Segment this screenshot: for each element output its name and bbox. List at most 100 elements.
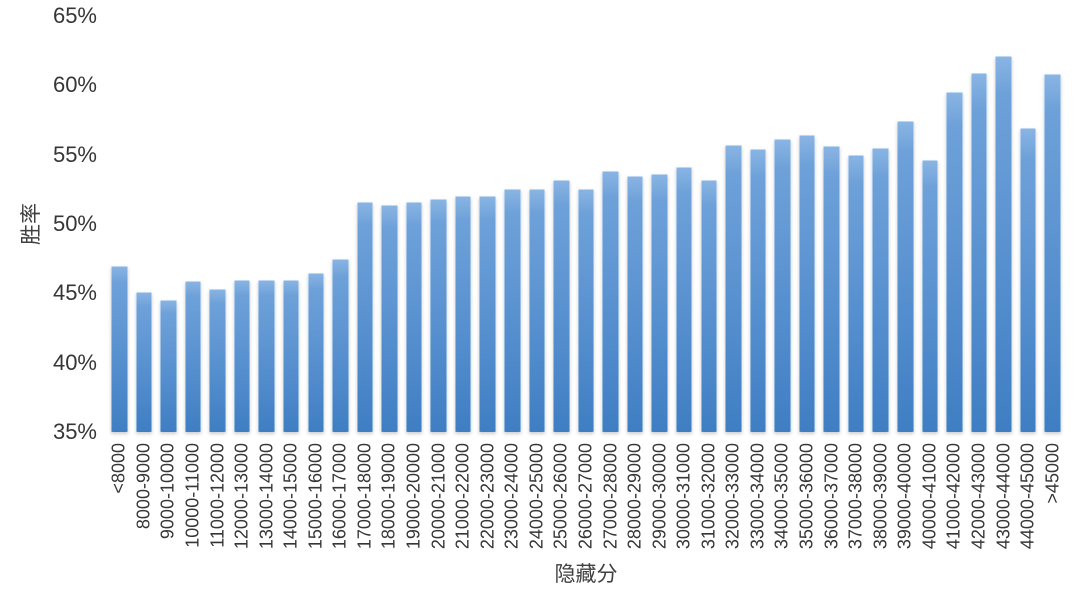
x-label-slot: 35000-36000 xyxy=(795,443,820,558)
bar xyxy=(700,179,717,432)
x-tick-label: 31000-32000 xyxy=(698,443,719,550)
bar-slot xyxy=(377,16,402,432)
bar xyxy=(553,179,570,432)
bar xyxy=(405,201,423,432)
bar-slot xyxy=(672,16,697,432)
x-tick-label: <8000 xyxy=(108,443,129,494)
x-label-slot: 36000-37000 xyxy=(819,443,844,558)
x-tick-label: 22000-23000 xyxy=(477,443,498,550)
bar xyxy=(823,146,840,432)
bar-slot xyxy=(942,16,967,432)
x-label-slot: 21000-22000 xyxy=(451,443,476,558)
x-label-slot: 25000-26000 xyxy=(549,443,574,558)
bar xyxy=(381,204,398,432)
x-tick-label: 18000-19000 xyxy=(378,443,399,550)
y-tick-label: 35% xyxy=(52,419,97,444)
bar xyxy=(725,145,742,432)
x-tick-label: 34000-35000 xyxy=(771,443,792,550)
bar-slot xyxy=(328,16,353,432)
bar-slot xyxy=(967,16,992,432)
x-label-slot: 24000-25000 xyxy=(525,443,550,558)
x-tick-label: 9000-10000 xyxy=(157,443,178,540)
bar-slot xyxy=(549,16,574,432)
x-tick-label: 42000-43000 xyxy=(968,443,989,550)
bar xyxy=(479,196,496,432)
x-tick-label: 39000-40000 xyxy=(894,443,915,550)
bar-slot xyxy=(746,16,771,432)
bar xyxy=(356,201,374,432)
x-tick-label: 37000-38000 xyxy=(845,443,866,550)
bar xyxy=(258,279,275,432)
x-label-slot: 14000-15000 xyxy=(279,443,304,558)
plot-area xyxy=(107,16,1065,432)
x-label-slot: 39000-40000 xyxy=(893,443,918,558)
bar-slot xyxy=(451,16,476,432)
bar xyxy=(872,147,889,432)
x-label-slot: 27000-28000 xyxy=(598,443,623,558)
x-tick-label: 27000-28000 xyxy=(600,443,621,550)
bar-slot xyxy=(279,16,304,432)
x-label-slot: 37000-38000 xyxy=(844,443,869,558)
bar xyxy=(160,300,177,432)
x-label-slot: 41000-42000 xyxy=(942,443,967,558)
x-tick-label: 36000-37000 xyxy=(821,443,842,550)
x-label-slot: 22000-23000 xyxy=(475,443,500,558)
x-label-slot: 32000-33000 xyxy=(721,443,746,558)
bar xyxy=(528,189,546,432)
bar xyxy=(651,174,668,432)
x-tick-label: 19000-20000 xyxy=(403,443,424,550)
x-label-slot: 23000-24000 xyxy=(500,443,525,558)
x-tick-label: 41000-42000 xyxy=(943,443,964,550)
bar xyxy=(675,167,693,432)
bar xyxy=(847,154,865,432)
bar-slot xyxy=(647,16,672,432)
x-tick-label: 40000-41000 xyxy=(919,443,940,550)
x-label-slot: 30000-31000 xyxy=(672,443,697,558)
bar xyxy=(798,135,816,432)
x-tick-label: 29000-30000 xyxy=(649,443,670,550)
bar-slot xyxy=(819,16,844,432)
x-tick-label: 32000-33000 xyxy=(722,443,743,550)
x-label-slot: 42000-43000 xyxy=(967,443,992,558)
bar xyxy=(970,72,988,432)
x-tick-label: 28000-29000 xyxy=(624,443,645,550)
x-label-slot: 26000-27000 xyxy=(574,443,599,558)
bar-slot xyxy=(795,16,820,432)
x-tick-label: 43000-44000 xyxy=(993,443,1014,550)
x-label-slot: >45000 xyxy=(1040,443,1065,558)
x-label-slot: 34000-35000 xyxy=(770,443,795,558)
bar xyxy=(946,92,963,432)
x-axis-tick-labels: <8000 8000-9000 9000-10000 10000-11000 11000… xyxy=(107,443,1065,558)
bar-slot xyxy=(205,16,230,432)
y-tick-label: 40% xyxy=(52,349,97,375)
x-label-slot: 33000-34000 xyxy=(746,443,771,558)
x-tick-label: 23000-24000 xyxy=(501,443,522,550)
bar xyxy=(602,171,619,432)
bar xyxy=(135,291,153,432)
x-tick-label: 35000-36000 xyxy=(796,443,817,550)
bar-slot xyxy=(868,16,893,432)
x-label-slot: 8000-9000 xyxy=(132,443,157,558)
bar-slot xyxy=(893,16,918,432)
bar xyxy=(995,56,1012,432)
x-tick-label: 12000-13000 xyxy=(231,443,252,550)
bar-slot xyxy=(721,16,746,432)
x-label-slot: 19000-20000 xyxy=(402,443,427,558)
bar-slot xyxy=(844,16,869,432)
y-tick-label: 60% xyxy=(52,72,97,98)
bar xyxy=(749,149,767,432)
bar-slot xyxy=(426,16,451,432)
bar-slot xyxy=(254,16,279,432)
bar-slot xyxy=(181,16,206,432)
x-label-slot: 40000-41000 xyxy=(918,443,943,558)
bar-slot xyxy=(500,16,525,432)
bar-slot xyxy=(1016,16,1041,432)
x-label-slot: 43000-44000 xyxy=(991,443,1016,558)
bar xyxy=(111,265,128,432)
bar-slot xyxy=(991,16,1016,432)
bar xyxy=(626,175,644,432)
x-axis-title: 隐藏分 xyxy=(554,563,618,586)
bar xyxy=(774,139,791,432)
bar-slot xyxy=(353,16,378,432)
